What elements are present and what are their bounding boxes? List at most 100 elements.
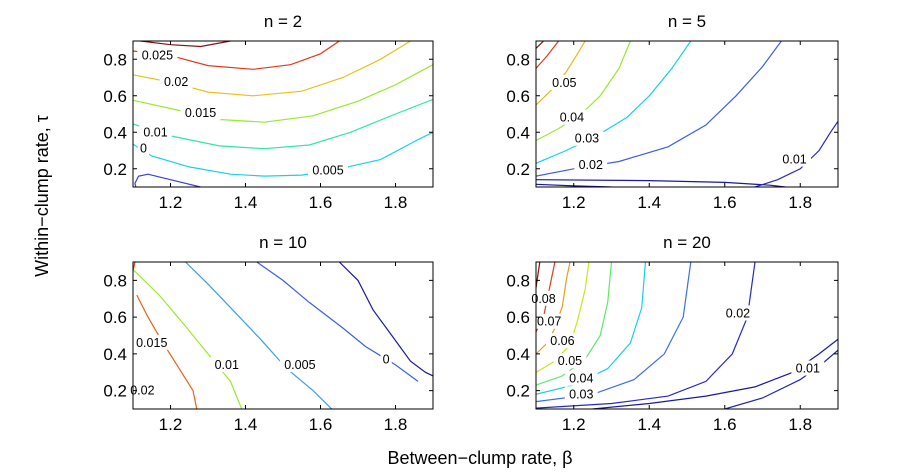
contour-label: 0.03: [575, 132, 599, 146]
contour-label: 0.01: [215, 358, 239, 372]
x-tick-label: 1.8: [384, 193, 408, 212]
panel-title: n = 10: [259, 233, 307, 252]
contour-label-bg: [553, 353, 587, 369]
contour-group: [133, 262, 433, 409]
contour-label-bg: [308, 162, 348, 178]
contour-line: [724, 349, 838, 409]
x-tick-label: 1.6: [309, 193, 333, 212]
contour-label-bg: [570, 130, 604, 146]
contour-label: 0: [140, 142, 147, 156]
contour-label-bg: [574, 157, 608, 173]
panel-title: n = 5: [668, 12, 706, 31]
contour-label: 0.06: [550, 334, 574, 348]
axes-frame: [535, 261, 839, 410]
panel-1: n = 2 0 0.005 0.01 0.015 0.02 0.025 1.2 1.4 1.6 1.…: [103, 12, 434, 212]
contour-label-bg: [564, 386, 598, 402]
contour-label: 0.04: [569, 372, 593, 386]
x-tick-label: 1.8: [384, 415, 408, 434]
contour-label: 0.02: [130, 384, 154, 398]
contour-label-bg: [137, 47, 178, 63]
contour-line: [536, 262, 541, 288]
contour-label: 0: [383, 352, 390, 366]
contour-label: 0.05: [552, 76, 576, 90]
y-tick-label: 0.4: [103, 123, 127, 142]
contour-line: [133, 64, 433, 123]
contour-label: 0.01: [143, 125, 167, 139]
axes-frame: [132, 40, 434, 188]
contour-label: 0.03: [569, 387, 593, 401]
contour-line: [140, 41, 231, 48]
contour-line: [338, 262, 433, 377]
contour-label: 0.015: [136, 336, 167, 350]
contour-label-bg: [137, 140, 150, 156]
contour-line: [133, 268, 243, 409]
contour-line: [185, 262, 333, 409]
contour-group: [133, 41, 433, 187]
contour-label-bg: [180, 105, 221, 121]
contour-label-bg: [791, 360, 825, 376]
contour-line: [133, 98, 433, 150]
contour-label-bg: [139, 124, 172, 140]
contour-label-bg: [210, 356, 244, 372]
contour-label-bg: [721, 305, 755, 321]
x-axis-label: Between−clump rate, β: [388, 448, 573, 468]
x-tick-label: 1.6: [713, 415, 737, 434]
y-tick-label: 0.2: [103, 382, 127, 401]
x-tick-label: 1.4: [637, 193, 661, 212]
contour-line: [536, 41, 692, 164]
y-tick-label: 0.4: [506, 123, 530, 142]
contour-label: 0.01: [796, 362, 820, 376]
x-tick-label: 1.2: [562, 415, 586, 434]
contour-label: 0.005: [312, 164, 343, 178]
contour-label: 0.05: [558, 354, 582, 368]
x-tick-label: 1.8: [788, 193, 812, 212]
contour-label-bg: [527, 290, 560, 306]
y-tick-label: 0.8: [506, 271, 530, 290]
panel-title: n = 20: [663, 233, 711, 252]
contour-label: 0.025: [142, 49, 173, 63]
contour-label-bg: [131, 334, 172, 350]
contour-label: 0.07: [537, 315, 561, 329]
contour-label: 0.08: [531, 292, 555, 306]
contour-line: [536, 41, 544, 49]
contour-label-bg: [279, 356, 320, 372]
contour-label: 0.02: [579, 158, 603, 172]
y-tick-label: 0.8: [103, 50, 127, 69]
contour-label: 0.015: [185, 106, 216, 120]
contour-label-bg: [546, 333, 579, 349]
contour-line: [536, 41, 586, 106]
contour-label-bg: [778, 151, 811, 167]
contour-line: [133, 131, 433, 177]
contour-line: [256, 262, 419, 382]
y-tick-label: 0.8: [506, 50, 530, 69]
x-tick-label: 1.2: [159, 193, 183, 212]
x-tick-label: 1.4: [234, 415, 258, 434]
x-tick-label: 1.2: [562, 193, 586, 212]
contour-line: [536, 262, 613, 386]
y-tick-label: 0.6: [506, 308, 530, 327]
contour-label-bg: [555, 109, 589, 125]
y-tick-label: 0.6: [103, 308, 127, 327]
contour-label-bg: [380, 351, 392, 367]
axes-frame: [535, 40, 839, 188]
y-axis-label: Within−clump rate, τ: [32, 115, 52, 277]
panel-title: n = 2: [264, 12, 302, 31]
contour-line: [592, 338, 838, 409]
axes-frame: [132, 261, 434, 410]
contour-label: 0.01: [782, 153, 806, 167]
contour-label: 0.02: [726, 306, 750, 320]
x-tick-label: 1.4: [637, 415, 661, 434]
y-tick-label: 0.4: [506, 345, 530, 364]
contour-line: [134, 173, 201, 187]
y-tick-label: 0.2: [103, 160, 127, 179]
x-tick-label: 1.2: [159, 415, 183, 434]
y-tick-label: 0.2: [506, 160, 530, 179]
contour-line: [536, 179, 786, 187]
contour-label-bg: [125, 382, 159, 398]
contour-label-bg: [547, 74, 581, 90]
y-tick-label: 0.8: [103, 271, 127, 290]
contour-line: [536, 41, 631, 142]
y-tick-label: 0.6: [506, 87, 530, 106]
contour-line: [536, 262, 590, 373]
